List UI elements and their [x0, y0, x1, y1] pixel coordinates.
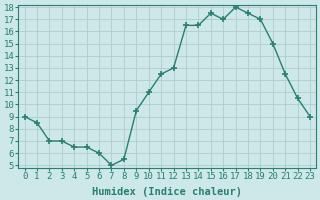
X-axis label: Humidex (Indice chaleur): Humidex (Indice chaleur): [92, 186, 242, 197]
